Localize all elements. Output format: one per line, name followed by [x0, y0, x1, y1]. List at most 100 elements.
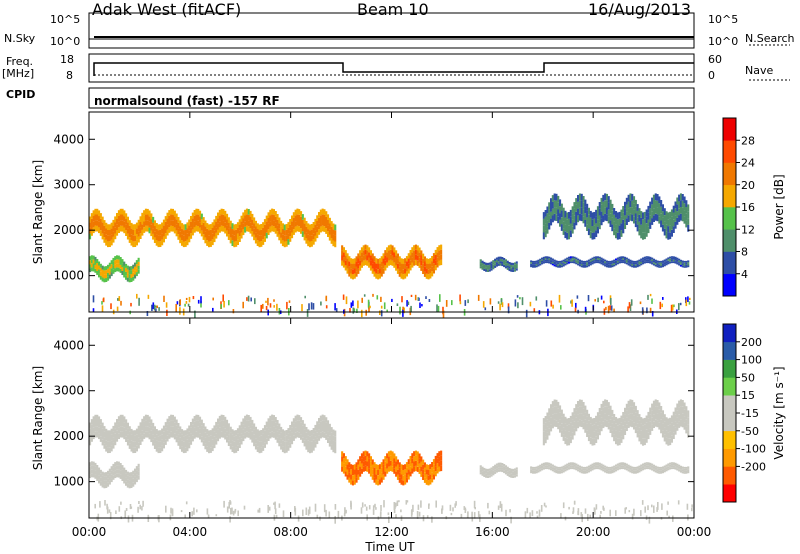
echo-cell	[546, 259, 549, 262]
echo-cell	[285, 235, 288, 242]
echo-cell	[573, 466, 576, 468]
echo-cell	[624, 414, 627, 422]
echo-cell	[215, 227, 218, 233]
echo-cell	[316, 438, 319, 445]
echo-cell	[309, 230, 312, 236]
echo-cell	[330, 432, 333, 439]
echo-cell	[438, 451, 441, 457]
echo-cell	[319, 226, 322, 233]
echo-cell	[413, 461, 416, 467]
echo-cell	[564, 468, 567, 470]
x-tick-label: 12:00	[374, 525, 409, 539]
echo-cell	[404, 258, 407, 264]
echo-cell	[296, 220, 299, 226]
echo-cell	[283, 441, 286, 448]
echo-cell	[294, 226, 297, 233]
echo-cell	[596, 261, 599, 264]
echo-cell	[605, 207, 608, 215]
echo-cell	[309, 241, 312, 248]
echo-cell	[624, 261, 627, 264]
echo-cell	[676, 410, 679, 418]
scatter-speckle	[574, 307, 577, 313]
echo-cell	[418, 262, 421, 268]
echo-cell	[184, 235, 187, 242]
scatter-speckle	[393, 502, 396, 510]
echo-cell	[200, 425, 203, 431]
echo-cell	[618, 424, 621, 432]
echo-cell	[631, 468, 634, 470]
echo-cell	[254, 438, 257, 444]
echo-cell	[389, 460, 392, 466]
echo-cell	[217, 429, 220, 436]
echo-cell	[404, 474, 407, 480]
echo-cell	[670, 209, 673, 217]
echo-cell	[159, 447, 162, 453]
echo-cell	[366, 245, 369, 251]
echo-cell	[654, 259, 657, 262]
colorbar-segment	[723, 448, 736, 467]
echo-cell	[96, 469, 99, 473]
echo-cell	[568, 431, 571, 439]
echo-cell	[602, 262, 605, 264]
echo-cell	[564, 260, 567, 262]
echo-cell	[229, 432, 232, 438]
echo-cell	[334, 447, 337, 454]
echo-cell	[427, 464, 430, 470]
echo-cell	[126, 475, 129, 480]
echo-cell	[202, 423, 205, 429]
echo-cell	[642, 219, 645, 226]
echo-cell	[217, 435, 220, 442]
echo-cell	[651, 259, 654, 261]
echo-cell	[227, 223, 230, 229]
echo-cell	[144, 220, 147, 226]
echo-cell	[627, 407, 630, 415]
echo-cell	[382, 268, 385, 274]
echo-cell	[368, 257, 371, 263]
echo-cell	[263, 230, 266, 237]
echo-cell	[681, 466, 684, 469]
echo-cell	[227, 228, 230, 235]
echo-cell	[582, 196, 585, 203]
echo-cell	[121, 473, 124, 477]
echo-cell	[607, 216, 610, 224]
echo-cell	[640, 466, 643, 468]
echo-cell	[625, 204, 628, 212]
echo-cell	[422, 253, 425, 259]
echo-cell	[256, 240, 259, 246]
echo-cell	[532, 264, 535, 266]
echo-cell	[440, 455, 443, 461]
echo-cell	[99, 218, 102, 225]
echo-cell	[217, 218, 220, 224]
echo-cell	[186, 239, 189, 246]
scatter-speckle	[473, 512, 476, 519]
echo-cell	[130, 234, 133, 240]
echo-cell	[580, 200, 583, 208]
echo-cell	[267, 429, 270, 436]
echo-cell	[647, 464, 650, 466]
echo-cell	[532, 266, 535, 268]
echo-cell	[643, 225, 646, 233]
echo-cell	[413, 255, 416, 261]
echo-cell	[119, 220, 122, 226]
echo-cell	[119, 431, 122, 438]
echo-cell	[661, 430, 664, 438]
echo-cell	[593, 464, 596, 467]
echo-cell	[564, 466, 567, 468]
echo-cell	[184, 224, 187, 230]
echo-cell	[533, 468, 536, 471]
echo-cell	[307, 440, 310, 447]
echo-cell	[382, 253, 385, 259]
echo-cell	[206, 434, 209, 441]
echo-cell	[389, 466, 392, 472]
echo-cell	[669, 424, 672, 432]
scatter-speckle	[306, 309, 309, 317]
scatter-speckle	[455, 501, 457, 506]
scatter-speckle	[335, 308, 338, 312]
echo-cell	[123, 433, 126, 440]
echo-cell	[321, 214, 324, 220]
echo-cell	[559, 199, 562, 207]
echo-cell	[262, 239, 265, 245]
echo-cell	[244, 415, 247, 422]
echo-cell	[595, 415, 598, 423]
echo-cell	[195, 208, 198, 215]
